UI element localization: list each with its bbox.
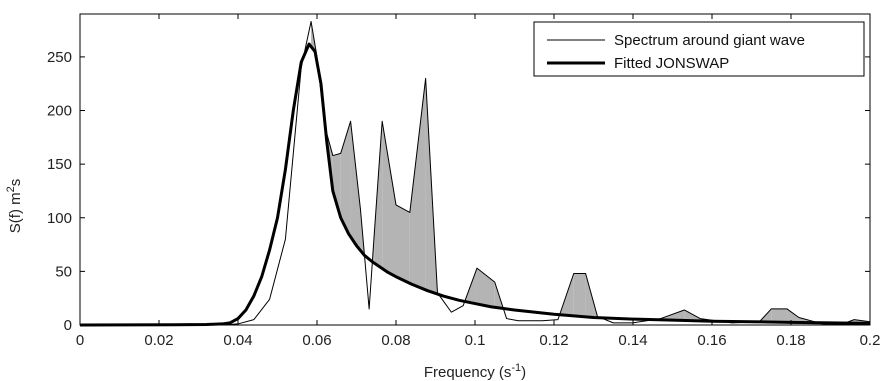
excess-fill-segment-11 (409, 78, 426, 290)
x-tick-label: 0.1 (465, 332, 486, 349)
excess-fill-segment-10 (396, 204, 410, 284)
y-axis-ticks: 0 50 100 150 200 250 (47, 49, 870, 334)
y-axis-title-base: S(f) m (7, 192, 24, 233)
excess-fill-segment-5 (350, 121, 361, 251)
legend-label-jonswap: Fitted JONSWAP (614, 55, 729, 72)
x-axis-ticks: 0 0.02 0.04 0.06 0.08 0.1 0.12 0.14 0.16 0.18 0.2 (76, 14, 881, 349)
excess-fill-segment-6 (360, 209, 370, 260)
x-axis-title-sup: -1 (511, 362, 521, 374)
x-axis-title-tail: ) (521, 364, 526, 381)
x-tick-label: 0.06 (302, 332, 331, 349)
legend-label-spectrum: Spectrum around giant wave (614, 32, 805, 49)
excess-fill-segment-16 (494, 282, 507, 309)
x-axis-title: Frequency (s-1) (424, 362, 526, 381)
x-tick-label: 0.12 (539, 332, 568, 349)
x-tick-label: 0.18 (776, 332, 805, 349)
x-tick-label: 0.16 (697, 332, 726, 349)
excess-area-fill (311, 21, 870, 324)
excess-fill-segment-17 (557, 273, 574, 316)
y-tick-label: 50 (55, 263, 72, 280)
y-tick-label: 200 (47, 103, 72, 120)
excess-fill-segment-15 (476, 268, 495, 308)
excess-fill-segment-4 (340, 121, 351, 237)
x-tick-label: 0.14 (618, 332, 647, 349)
excess-fill-segment-9 (382, 121, 396, 277)
y-tick-label: 250 (47, 49, 72, 66)
x-tick-label: 0.02 (144, 332, 173, 349)
excess-fill-segment-8 (374, 121, 383, 269)
x-tick-label: 0.2 (860, 332, 881, 349)
y-tick-label: 150 (47, 156, 72, 173)
y-tick-label: 100 (47, 210, 72, 227)
excess-fill-segment-3 (332, 153, 341, 218)
y-axis-title-sup: 2 (5, 186, 17, 192)
series-line-jonswap (79, 42, 871, 327)
x-axis-title-base: Frequency (s (424, 364, 512, 381)
legend: Spectrum around giant wave Fitted JONSWA… (533, 21, 865, 77)
x-tick-label: 0.04 (223, 332, 252, 349)
x-tick-label: 0 (76, 332, 84, 349)
y-axis-title: S(f) m2s (5, 179, 24, 233)
excess-fill-segment-28 (787, 308, 799, 323)
excess-fill-segment-14 (463, 268, 477, 304)
y-tick-label: 0 (64, 317, 72, 334)
y-axis-title-tail: s (7, 179, 24, 187)
excess-fill-segment-27 (771, 308, 788, 323)
series-lines (79, 21, 871, 327)
excess-fill-segment-23 (684, 309, 701, 321)
x-tick-label: 0.08 (381, 332, 410, 349)
legend-box (533, 21, 865, 77)
excess-fill-segment-18 (573, 273, 586, 317)
